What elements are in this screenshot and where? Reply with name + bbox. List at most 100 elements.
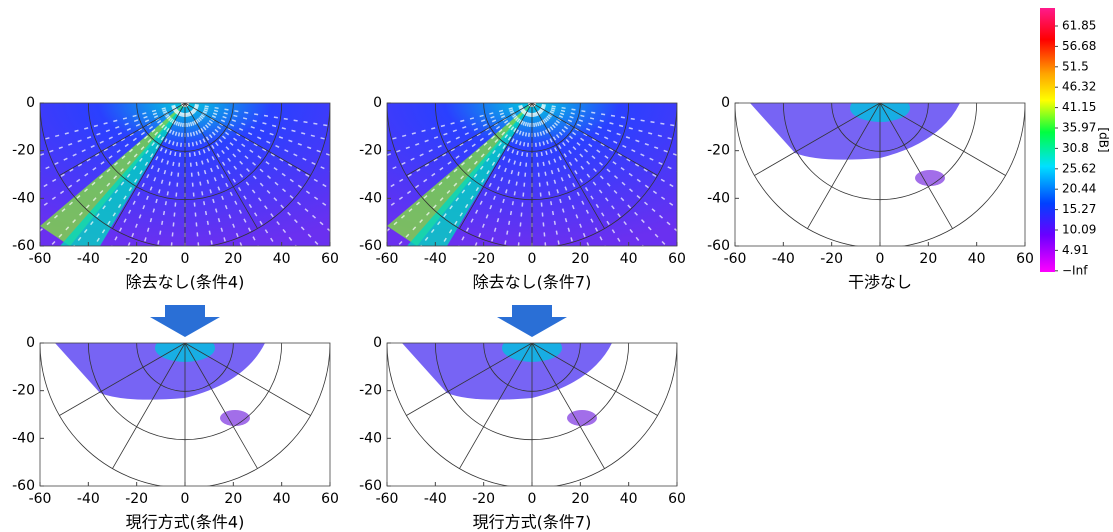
x-tick-label: -20 bbox=[820, 251, 843, 267]
x-tick-label: -20 bbox=[472, 491, 495, 507]
radar-ray bbox=[60, 103, 185, 246]
x-tick-label: -20 bbox=[125, 251, 148, 267]
x-tick-label: 40 bbox=[620, 251, 638, 267]
polar-spoke bbox=[531, 343, 605, 469]
x-tick-label: 40 bbox=[968, 251, 986, 267]
x-tick-label: -60 bbox=[724, 251, 747, 267]
polar-spoke bbox=[59, 103, 186, 176]
radar-echo bbox=[55, 343, 265, 400]
y-tick-label: 0 bbox=[373, 95, 382, 111]
polar-spoke bbox=[112, 103, 186, 229]
y-tick-label: -60 bbox=[359, 238, 382, 254]
plot-area bbox=[735, 103, 1025, 246]
y-tick-label: -40 bbox=[359, 190, 382, 206]
x-tick-label: 40 bbox=[273, 491, 291, 507]
x-tick-label: 20 bbox=[919, 251, 937, 267]
colorbar bbox=[1040, 8, 1055, 272]
x-tick-label: -40 bbox=[424, 251, 447, 267]
polar-spoke bbox=[59, 343, 186, 416]
polar-spoke bbox=[531, 103, 658, 176]
radar-echo bbox=[750, 103, 960, 160]
y-tick-label: -40 bbox=[359, 430, 382, 446]
x-tick-label: 0 bbox=[181, 251, 190, 267]
y-tick-label: 0 bbox=[26, 335, 35, 351]
plot-area bbox=[40, 103, 330, 246]
polar-spoke bbox=[184, 103, 311, 176]
x-tick-label: -60 bbox=[376, 251, 399, 267]
arrow bbox=[150, 305, 220, 337]
radar-ray bbox=[407, 103, 532, 246]
polar-spoke bbox=[531, 343, 658, 416]
colorbar-tick-label: −Inf bbox=[1062, 263, 1088, 277]
polar-spoke bbox=[184, 343, 311, 416]
y-tick-label: -20 bbox=[707, 143, 730, 159]
x-tick-label: -60 bbox=[29, 251, 52, 267]
panel-caption: 干渉なし bbox=[848, 273, 912, 292]
y-tick-label: -40 bbox=[12, 190, 35, 206]
radar-echo bbox=[402, 343, 612, 400]
y-tick-label: -60 bbox=[12, 238, 35, 254]
radar-echo bbox=[567, 410, 597, 426]
radar-echo bbox=[915, 170, 945, 186]
x-tick-label: 60 bbox=[668, 251, 686, 267]
plot-area bbox=[387, 103, 677, 246]
colorbar-label: [dB] bbox=[1097, 127, 1111, 152]
polar-spoke bbox=[184, 103, 258, 229]
colorbar-tick-label: 10.09 bbox=[1062, 223, 1096, 237]
y-tick-label: -20 bbox=[12, 143, 35, 159]
polar-spoke bbox=[406, 103, 533, 176]
y-tick-label: 0 bbox=[721, 95, 730, 111]
x-tick-label: 60 bbox=[321, 251, 339, 267]
x-tick-label: 60 bbox=[1016, 251, 1034, 267]
colorbar-tick-label: 51.5 bbox=[1062, 59, 1089, 73]
y-tick-label: -20 bbox=[359, 383, 382, 399]
radar-ray bbox=[40, 103, 185, 246]
panel-caption: 除去なし(条件4) bbox=[126, 273, 245, 292]
y-tick-label: -60 bbox=[12, 478, 35, 494]
polar-spoke bbox=[531, 103, 605, 229]
plot-area bbox=[40, 343, 330, 486]
radar-echo bbox=[220, 410, 250, 426]
x-tick-label: 20 bbox=[571, 251, 589, 267]
x-tick-label: 0 bbox=[528, 251, 537, 267]
radar-ray bbox=[387, 103, 532, 246]
x-tick-label: 20 bbox=[224, 251, 242, 267]
y-tick-label: -40 bbox=[707, 190, 730, 206]
panel-caption: 除去なし(条件7) bbox=[473, 273, 592, 292]
colorbar-tick-label: 46.32 bbox=[1062, 80, 1096, 94]
colorbar-tick-label: 30.8 bbox=[1062, 141, 1089, 155]
x-tick-label: -20 bbox=[472, 251, 495, 267]
x-tick-label: 0 bbox=[528, 491, 537, 507]
x-tick-label: 20 bbox=[571, 491, 589, 507]
polar-spoke bbox=[879, 103, 953, 229]
polar-spoke bbox=[459, 343, 533, 469]
y-tick-label: 0 bbox=[26, 95, 35, 111]
polar-spoke bbox=[879, 103, 1006, 176]
x-tick-label: 40 bbox=[273, 251, 291, 267]
x-tick-label: -40 bbox=[77, 491, 100, 507]
panel-caption: 現行方式(条件4) bbox=[126, 513, 245, 532]
x-tick-label: 60 bbox=[668, 491, 686, 507]
colorbar-tick-label: 61.85 bbox=[1062, 19, 1096, 33]
panel-caption: 現行方式(条件7) bbox=[473, 513, 592, 532]
x-tick-label: -60 bbox=[376, 491, 399, 507]
colorbar-tick-label: 4.91 bbox=[1062, 243, 1089, 257]
colorbar-tick-label: 15.27 bbox=[1062, 202, 1096, 216]
arrow bbox=[497, 305, 567, 337]
y-tick-label: -60 bbox=[707, 238, 730, 254]
colorbar-tick-label: 41.15 bbox=[1062, 100, 1096, 114]
x-tick-label: -60 bbox=[29, 491, 52, 507]
y-tick-label: -60 bbox=[359, 478, 382, 494]
x-tick-label: 0 bbox=[181, 491, 190, 507]
polar-spoke bbox=[459, 103, 533, 229]
polar-spoke bbox=[112, 343, 186, 469]
polar-spoke bbox=[807, 103, 881, 229]
plot-area bbox=[387, 343, 677, 486]
polar-spoke bbox=[754, 103, 881, 176]
y-tick-label: -20 bbox=[359, 143, 382, 159]
y-tick-label: -40 bbox=[12, 430, 35, 446]
x-tick-label: -40 bbox=[772, 251, 795, 267]
x-tick-label: 0 bbox=[876, 251, 885, 267]
colorbar-tick-label: 35.97 bbox=[1062, 121, 1096, 135]
